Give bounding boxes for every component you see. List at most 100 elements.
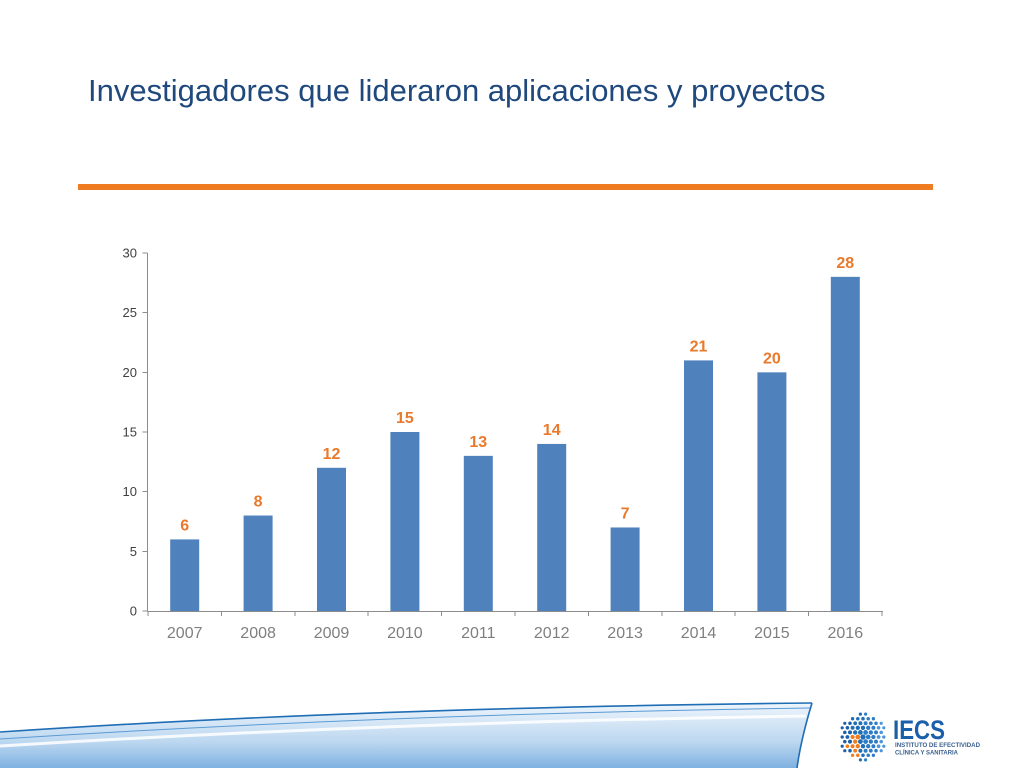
footer-wave-highlight [0,714,807,748]
x-tick-label-2009: 2009 [314,625,350,642]
logo-dot [879,739,883,744]
logo-name: IECS [893,715,945,745]
bar-2016 [830,276,860,611]
data-label-2009: 12 [323,446,341,463]
slide-title: Investigadores que lideraron aplicacione… [88,73,826,108]
logo-dot [858,758,862,762]
logo-dot [863,748,868,753]
data-label-2010: 15 [396,410,414,427]
y-tick-label-20: 20 [123,365,137,380]
logo-dot [840,726,844,730]
bar-2015 [757,372,787,611]
logo-dot [879,721,883,725]
logo-dot [882,726,886,730]
logo-dot [871,734,876,740]
logo-subtitle-line1: INSTITUTO DE EFECTIVIDAD [895,742,980,749]
logo-dot [876,744,881,748]
footer-wave-decoration [0,702,813,768]
bar-2008 [243,515,273,611]
footer-wave-line [0,702,813,733]
y-tick-label-0: 0 [130,604,137,619]
data-label-2014: 21 [690,338,708,355]
logo-dot [871,744,876,749]
logo-dot [843,721,847,725]
logo-dot [871,717,876,721]
logo-dot [848,748,852,753]
logo-dot [868,721,873,726]
logo-dot [866,716,870,721]
logo-dot [861,753,865,758]
logo-dot [874,739,878,744]
logo-dot [843,739,847,744]
logo-dot [845,744,850,748]
footer-wave-fill [0,703,812,768]
logo-dot [860,734,866,740]
data-label-2013: 7 [621,505,630,522]
logo-dot [876,726,881,730]
logo-dot [855,734,861,740]
logo-dot [882,744,886,748]
y-tick-label-15: 15 [123,425,137,440]
logo-dot [853,748,858,753]
logo-dot [874,748,878,753]
x-tick-label-2007: 2007 [167,625,203,642]
logo-dot [856,753,860,758]
logo-dot [855,744,860,749]
logo-dot [879,749,883,753]
y-tick-label-5: 5 [130,544,137,559]
logo-dot [868,730,873,735]
logo-dot [858,739,863,744]
x-tick-label-2010: 2010 [387,625,423,642]
logo-dot [843,749,847,753]
logo-dot [853,721,858,726]
logo-dot [843,730,847,735]
logo-dot [871,725,876,730]
logo-dot [863,739,868,744]
logo-dot [865,734,871,740]
logo-dot [850,753,855,757]
logo-dot [861,716,865,721]
bar-chart: 0 5 10 15 20 25 30 6 2007 8 2008 12 2009 15 2010 13 2011… [123,246,883,642]
bar-2010 [390,432,420,611]
logo-dot [882,735,886,739]
logo-dot [850,725,855,730]
footer-wave-edge [796,702,813,768]
logo-dot [858,712,862,716]
x-tick-label-2008: 2008 [240,625,276,642]
logo-dot [845,726,850,730]
y-tick-label-30: 30 [123,246,137,261]
x-tick-label-2016: 2016 [828,625,864,642]
logo-dot [856,716,860,721]
logo-dot [866,744,871,749]
iecs-logo-mark [840,712,886,762]
orange-divider [78,184,933,190]
logo-dot [868,748,873,753]
logo-dot [860,725,866,730]
iecs-logo: IECS INSTITUTO DE EFECTIVIDAD CLÍNICA Y … [840,712,980,762]
logo-dot [866,725,871,730]
bar-2011 [463,455,493,611]
x-tick-label-2015: 2015 [754,625,790,642]
logo-dot [860,744,866,749]
logo-dot [855,725,860,730]
logo-dot [850,734,855,740]
logo-dot [858,748,863,753]
logo-dot [853,739,858,744]
bar-2014 [684,360,713,611]
logo-dot [858,721,863,726]
data-label-2011: 13 [469,434,487,451]
logo-dot [840,744,844,748]
x-tick-label-2014: 2014 [681,625,717,642]
logo-dot [850,744,855,749]
y-tick-label-25: 25 [123,305,137,320]
x-tick-label-2013: 2013 [607,625,643,642]
logo-dot [874,721,878,726]
logo-dot [848,721,852,726]
y-tick-label-10: 10 [123,484,137,499]
logo-dot [876,735,881,739]
logo-dot [863,730,868,735]
logo-dot [853,730,858,735]
logo-dot [840,735,844,739]
logo-dot [848,739,852,744]
